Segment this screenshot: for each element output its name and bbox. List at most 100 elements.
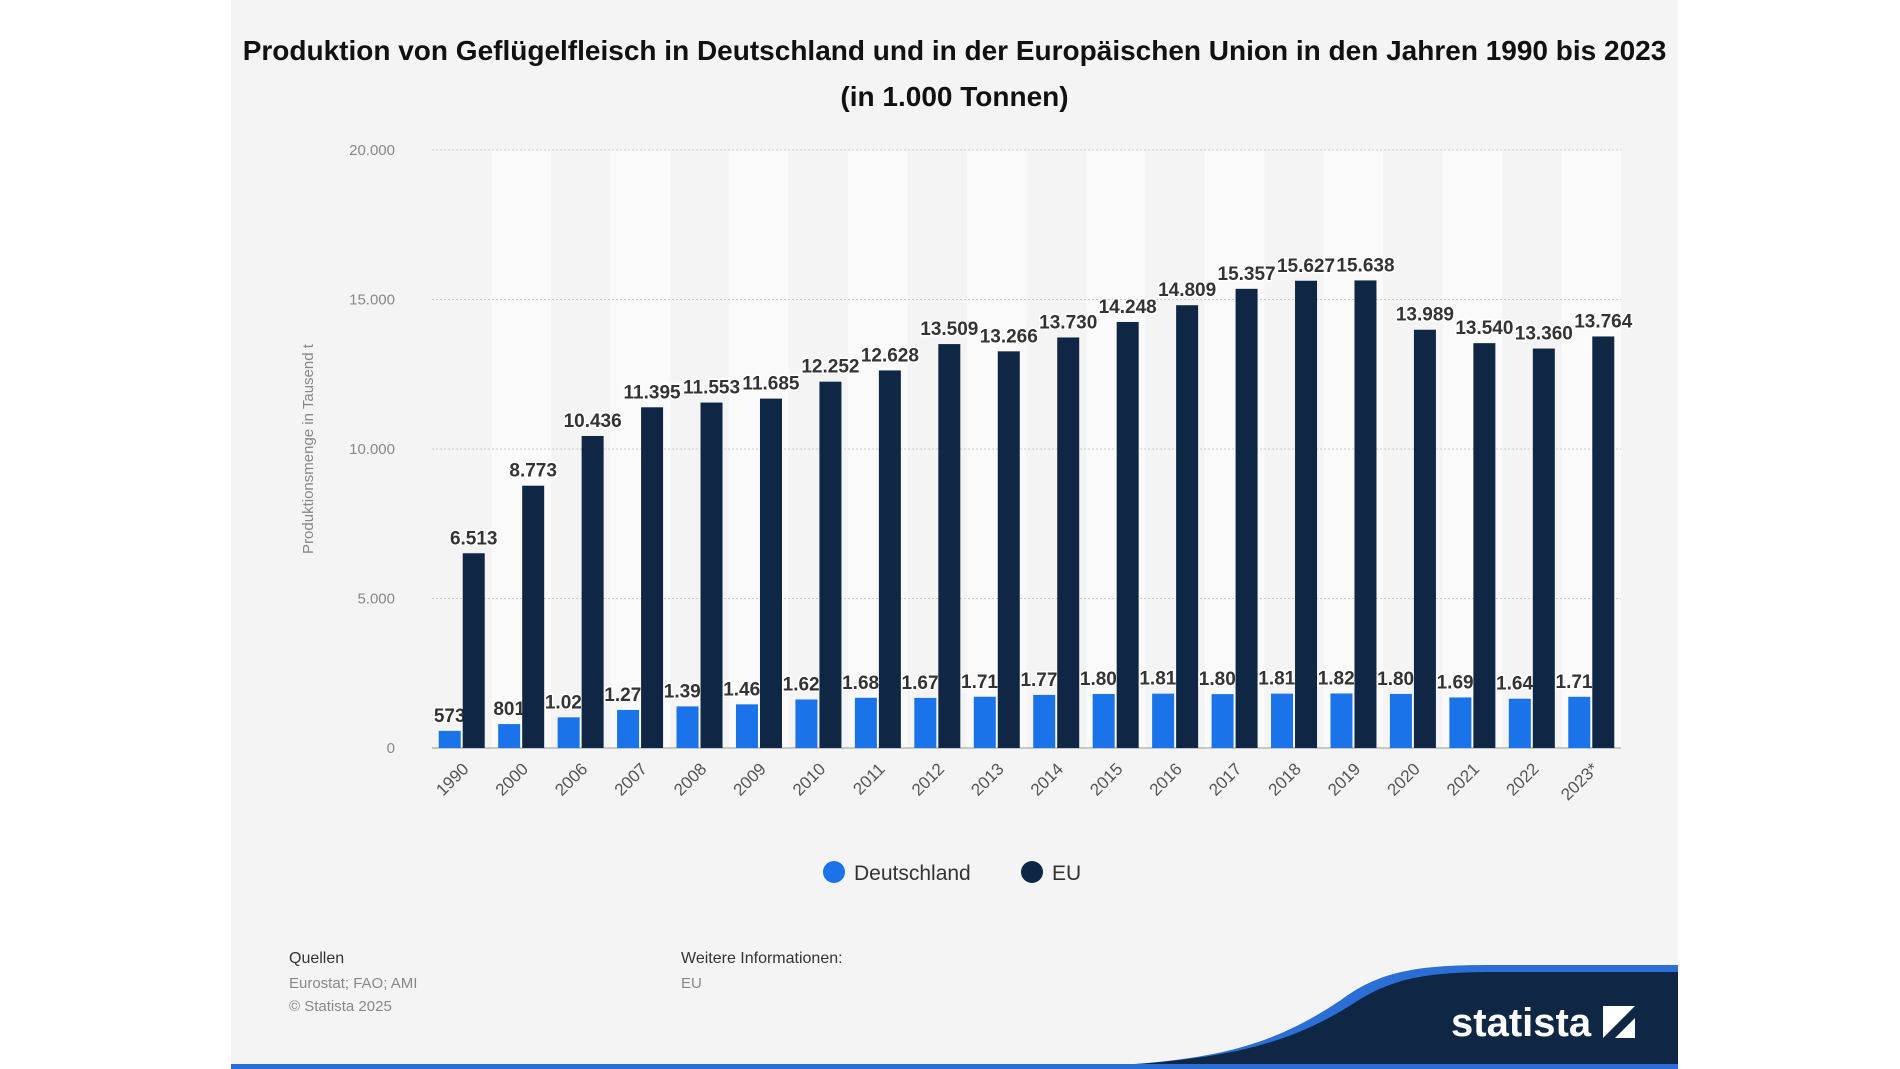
bar-eu	[1295, 280, 1318, 748]
bar-eu	[1116, 321, 1139, 748]
bar-deutschland	[854, 697, 877, 748]
data-label: 13.266	[980, 326, 1038, 347]
x-tick-label: 2014	[1027, 759, 1067, 799]
data-label: 8.773	[509, 461, 557, 482]
copyright: © Statista 2025	[289, 998, 392, 1015]
bar-deutschland	[1033, 694, 1056, 748]
data-label: 14.248	[1099, 297, 1157, 318]
statista-logo-text: statista	[1451, 1001, 1592, 1045]
bar-eu	[522, 485, 545, 748]
bar-deutschland	[1330, 693, 1353, 748]
bar-eu	[641, 407, 664, 748]
sources-text: Eurostat; FAO; AMI	[289, 975, 418, 992]
y-tick-label: 15.000	[349, 292, 395, 309]
x-tick-label: 2009	[730, 759, 770, 799]
x-tick-label: 2007	[611, 759, 651, 799]
bar-eu	[581, 435, 604, 748]
data-label: 15.627	[1277, 256, 1335, 277]
bar-deutschland	[914, 697, 937, 748]
x-tick-label: 2020	[1384, 759, 1424, 799]
legend-label: EU	[1052, 862, 1081, 885]
bar-deutschland	[498, 724, 521, 748]
data-label: 13.360	[1515, 324, 1573, 345]
x-tick-label: 2021	[1443, 759, 1483, 799]
bar-deutschland	[1508, 698, 1531, 748]
x-tick-label: 2023*	[1557, 759, 1602, 804]
data-label: 801	[493, 699, 525, 720]
bar-eu	[462, 553, 485, 748]
x-tick-label: 1990	[432, 759, 472, 799]
bar-chart: 0 5.000 10.000 15.000 20.000 Produktionsmenge…	[300, 142, 1634, 885]
bar-deutschland	[795, 699, 818, 748]
bar-eu	[1176, 305, 1199, 748]
x-tick-label: 2011	[849, 759, 888, 798]
data-label: 15.638	[1336, 255, 1394, 276]
y-tick-label: 10.000	[349, 441, 395, 458]
bar-deutschland	[735, 704, 758, 748]
data-label: 11.685	[742, 374, 799, 395]
data-label: 15.357	[1218, 264, 1276, 285]
x-tick-label: 2000	[492, 759, 532, 799]
more-info-heading[interactable]: Weitere Informationen:	[681, 950, 843, 967]
x-tick-label: 2010	[789, 759, 829, 799]
data-label: 13.730	[1039, 312, 1097, 333]
x-tick-label: 2013	[967, 759, 1007, 799]
bar-deutschland	[676, 706, 699, 748]
bar-eu	[1057, 337, 1080, 748]
bar-eu	[938, 344, 961, 748]
bar-eu	[1354, 280, 1377, 748]
chart-panel: Produktion von Geflügelfleisch in Deutsc…	[231, 0, 1678, 1069]
chart-title: Produktion von Geflügelfleisch in Deutsc…	[242, 35, 1667, 112]
y-tick-label: 20.000	[349, 142, 395, 159]
bar-deutschland	[1271, 693, 1294, 748]
bar-deutschland	[438, 730, 461, 748]
bar-eu	[1235, 288, 1258, 748]
data-label: 13.989	[1396, 305, 1454, 326]
x-tick-label: 2016	[1146, 759, 1186, 799]
bar-eu	[1592, 336, 1615, 748]
x-tick-label: 2006	[551, 759, 591, 799]
x-tick-label: 2022	[1502, 759, 1542, 799]
x-tick-label: 2008	[670, 759, 710, 799]
data-label: 10.436	[564, 411, 622, 432]
data-label: 12.628	[861, 345, 919, 366]
statista-logo-banner[interactable]: statista	[231, 960, 1678, 1069]
data-label: 13.509	[920, 319, 978, 340]
bar-eu	[1413, 329, 1436, 748]
bar-eu	[759, 398, 782, 748]
bar-deutschland	[1211, 694, 1234, 748]
bar-deutschland	[1568, 696, 1591, 748]
bar-deutschland	[617, 709, 640, 748]
bar-deutschland	[973, 696, 996, 748]
data-label: 6.513	[450, 528, 498, 549]
x-tick-label: 2017	[1205, 759, 1245, 799]
y-tick-label: 5.000	[357, 591, 395, 608]
statista-logo-icon	[1603, 1006, 1635, 1038]
bar-eu	[997, 351, 1020, 748]
legend-marker-deutschland	[823, 861, 845, 883]
data-label: 12.252	[801, 357, 859, 378]
sources-heading: Quellen	[289, 950, 345, 967]
legend-marker-eu	[1021, 861, 1043, 883]
y-axis-label: Produktionsmenge in Tausend t	[300, 343, 317, 554]
data-label: 13.540	[1455, 318, 1513, 339]
more-info-text: EU	[681, 975, 702, 992]
legend-label: Deutschland	[854, 862, 971, 885]
data-label: 13.764	[1574, 311, 1633, 332]
x-tick-label: 2018	[1265, 759, 1305, 799]
data-label: 573	[434, 706, 466, 727]
bar-deutschland	[1092, 693, 1115, 748]
bar-deutschland	[1152, 693, 1175, 748]
data-label: 11.395	[624, 382, 681, 403]
bar-eu	[878, 370, 901, 748]
bar-eu	[700, 402, 723, 748]
data-label: 11.553	[683, 378, 740, 399]
x-tick-label: 2012	[908, 759, 948, 799]
y-tick-label: 0	[387, 740, 395, 757]
bar-deutschland	[1389, 693, 1412, 748]
bar-deutschland	[1449, 697, 1472, 748]
bar-deutschland	[557, 717, 580, 748]
bar-eu	[819, 381, 842, 748]
bar-eu	[1473, 343, 1496, 748]
data-label: 14.809	[1158, 280, 1216, 301]
